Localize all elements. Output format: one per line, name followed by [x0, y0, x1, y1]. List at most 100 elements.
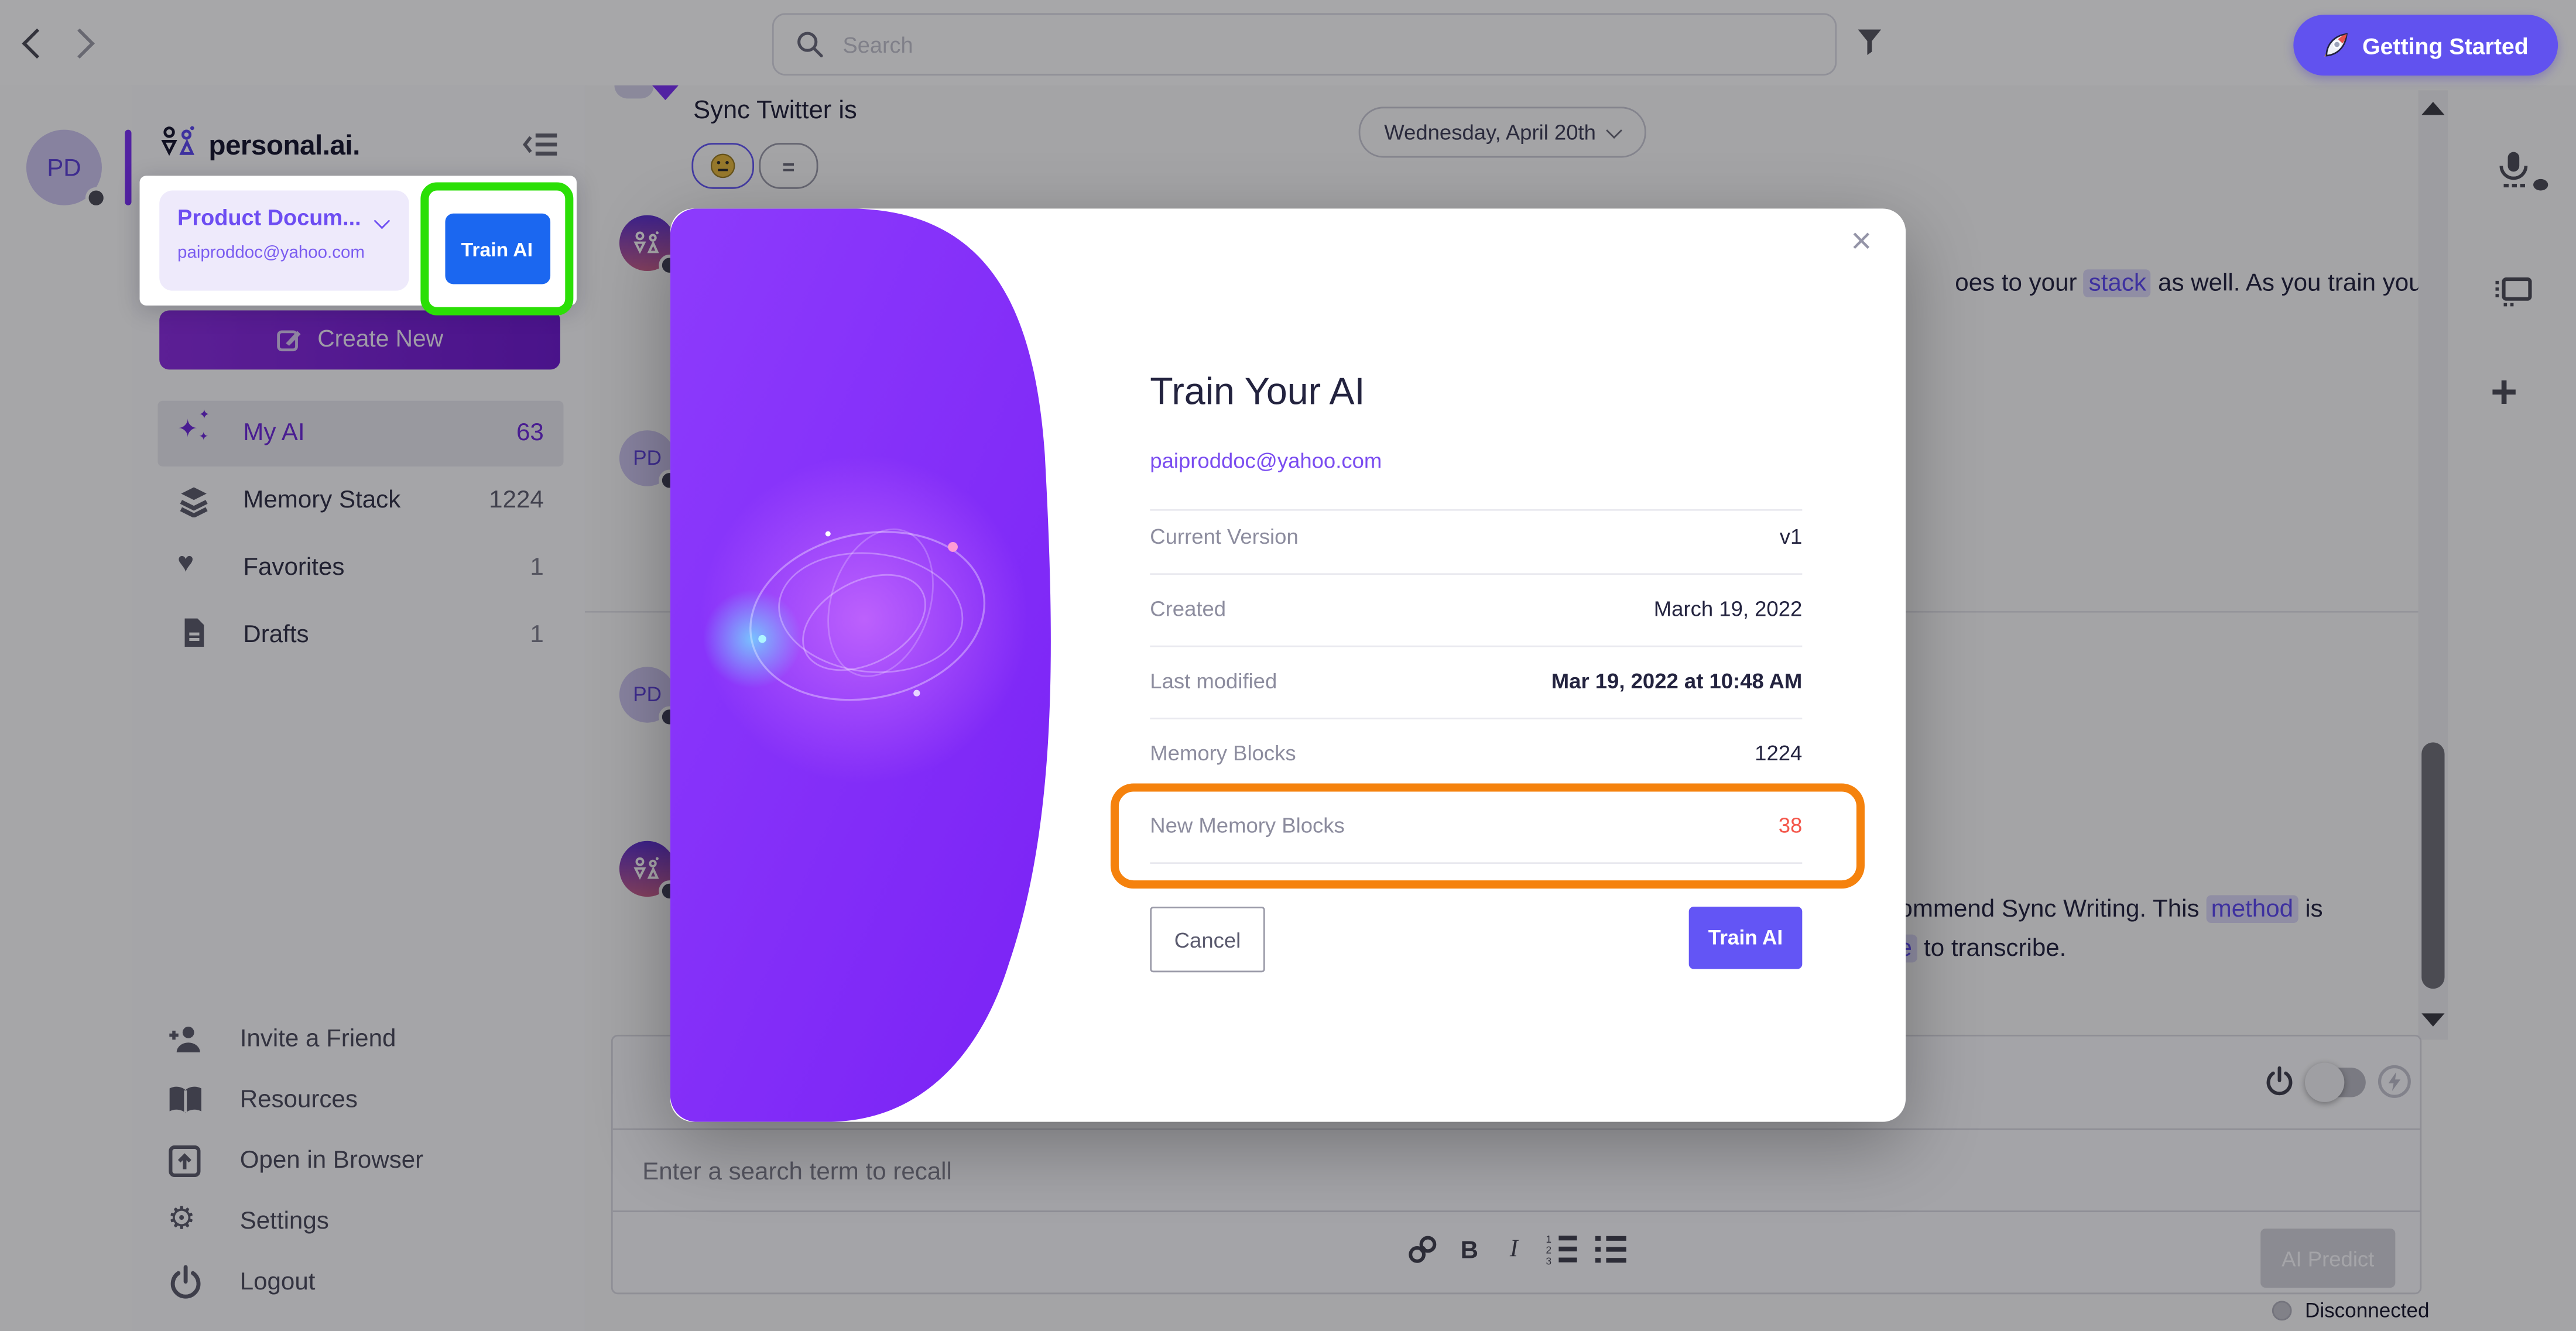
reaction-chip-alt[interactable]: =: [759, 143, 818, 189]
close-icon[interactable]: ×: [1851, 220, 1872, 262]
ai-predict-button[interactable]: AI Predict: [2260, 1228, 2396, 1288]
date-selector[interactable]: Wednesday, April 20th: [1358, 107, 1646, 158]
search-input[interactable]: [839, 15, 1799, 74]
message-text: oes to your stack as well. As you train …: [1955, 269, 2431, 297]
microphone-icon[interactable]: [2497, 151, 2530, 194]
sidebar-item-my-ai[interactable]: ✦ ✦ ✦ My AI 63: [157, 400, 564, 466]
scrollbar-thumb[interactable]: [2421, 742, 2445, 989]
reaction-chip-selected[interactable]: [691, 143, 755, 189]
sidebar-item-count: 1: [530, 553, 544, 582]
sidebar-item-logout[interactable]: Logout: [131, 1260, 584, 1309]
toggle-knob[interactable]: [2304, 1062, 2345, 1102]
brain-graphic: [670, 208, 1051, 1122]
row-value: Mar 19, 2022 at 10:48 AM: [1551, 668, 1803, 694]
scrolled-bubble-remnant: [652, 85, 679, 101]
cancel-label: Cancel: [1174, 927, 1241, 952]
account-rail: PD: [0, 85, 133, 1331]
sidebar-item-label: Favorites: [243, 553, 345, 582]
getting-started-button[interactable]: Getting Started: [2293, 15, 2558, 76]
sidebar-item-memory-stack[interactable]: Memory Stack 1224: [157, 468, 563, 534]
user-avatar[interactable]: PD: [619, 667, 680, 728]
power-icon[interactable]: [2264, 1066, 2295, 1097]
plus-icon[interactable]: +: [2491, 366, 2517, 417]
chevron-down-icon: [374, 212, 390, 229]
ai-avatar[interactable]: [619, 215, 680, 276]
bullet-list-icon[interactable]: [1595, 1233, 1628, 1266]
train-ai-label: Train AI: [1708, 926, 1783, 949]
filter-funnel-icon[interactable]: [1856, 28, 1883, 58]
collapse-sidebar-icon[interactable]: [522, 131, 559, 157]
autopilot-toggle[interactable]: [2304, 1062, 2366, 1102]
italic-button[interactable]: I: [1509, 1237, 1518, 1263]
sidebar-item-favorites[interactable]: ♥ Favorites 1: [157, 536, 563, 601]
composer-toolbar-top: [612, 1037, 2420, 1130]
bold-button[interactable]: B: [1460, 1237, 1479, 1265]
modal-title: Train Your AI: [1150, 369, 1365, 413]
personal-ai-wordmark: personal.ai.: [208, 129, 360, 161]
avatar-initials: PD: [633, 447, 662, 470]
train-ai-button-modal[interactable]: Train AI: [1688, 906, 1803, 969]
person-add-icon: [169, 1027, 200, 1052]
layers-icon: [180, 487, 208, 517]
modal-email[interactable]: paiproddoc@yahoo.com: [1150, 448, 1382, 474]
lightning-icon[interactable]: [2377, 1064, 2411, 1099]
status-label: Disconnected: [2304, 1299, 2430, 1322]
memory-tag[interactable]: stack: [2084, 269, 2152, 297]
train-your-ai-modal: × Train Your AI paiproddoc@yahoo.com Cur…: [670, 208, 1906, 1122]
book-icon: [169, 1086, 201, 1113]
sidebar-footer-label: Logout: [239, 1268, 316, 1296]
rocket-icon: [2324, 33, 2348, 57]
sidebar-item-resources[interactable]: Resources: [131, 1078, 584, 1127]
divider: [1150, 862, 1803, 865]
memory-tag[interactable]: method: [2206, 895, 2298, 923]
active-account-indicator: [125, 129, 132, 205]
sidebar-item-settings[interactable]: ⚙ Settings: [131, 1199, 584, 1248]
sidebar-item-drafts[interactable]: Drafts 1: [157, 603, 563, 668]
divider: [1150, 645, 1803, 647]
scroll-down-arrow[interactable]: [2421, 1013, 2445, 1027]
profile-dropdown[interactable]: Product Docum... paiproddoc@yahoo.com: [159, 190, 409, 291]
sidebar-footer-label: Open in Browser: [239, 1146, 424, 1175]
profile-email: paiproddoc@yahoo.com: [177, 243, 365, 263]
sidebar-item-invite-a-friend[interactable]: Invite a Friend: [131, 1017, 584, 1066]
row-label: Memory Blocks: [1150, 740, 1296, 766]
avatar-initials: PD: [633, 683, 662, 706]
link-icon[interactable]: [1408, 1235, 1438, 1265]
scroll-up-arrow[interactable]: [2421, 101, 2445, 115]
ordered-list-icon[interactable]: 1 2 3: [1546, 1233, 1579, 1267]
recall-input[interactable]: [639, 1141, 2125, 1201]
message-text: recommend Sync Writing. This method is: [1864, 895, 2323, 924]
connection-status: Disconnected: [2272, 1299, 2430, 1322]
global-search[interactable]: [772, 13, 1837, 76]
divider: [1150, 573, 1803, 575]
modal-row-new-memory-blocks: New Memory Blocks 38: [1150, 813, 1802, 846]
svg-text:2: 2: [1546, 1244, 1552, 1256]
ai-avatar[interactable]: [619, 841, 680, 902]
new-memory-blocks-annotation: [1110, 783, 1865, 889]
sidebar-item-open-in-browser[interactable]: Open in Browser: [131, 1138, 584, 1188]
sidebar-footer-label: Resources: [239, 1085, 358, 1114]
row-label: New Memory Blocks: [1150, 813, 1345, 838]
sparkles-icon: ✦ ✦ ✦: [177, 407, 210, 444]
gear-icon: ⚙: [167, 1202, 196, 1237]
sidebar-footer-label: Settings: [239, 1207, 329, 1236]
date-selector-label: Wednesday, April 20th: [1384, 119, 1596, 145]
sidebar-footer-label: Invite a Friend: [239, 1025, 396, 1053]
sidebar-item-label: Drafts: [243, 620, 309, 649]
create-new-button[interactable]: Create New: [159, 310, 560, 370]
personal-ai-glyph-icon: [633, 856, 659, 879]
cancel-button[interactable]: Cancel: [1150, 906, 1265, 973]
account-avatar-initials: PD: [47, 153, 81, 182]
search-icon: [797, 32, 823, 57]
document-icon: [184, 618, 204, 647]
compose-icon: [277, 330, 302, 352]
train-ai-button-sidebar[interactable]: Train AI: [444, 213, 550, 284]
create-new-label: Create New: [317, 327, 444, 354]
modal-row-created: Created March 19, 2022: [1150, 596, 1802, 629]
screen-capture-icon[interactable]: [2494, 276, 2533, 310]
status-dot: [2272, 1301, 2292, 1321]
svg-text:3: 3: [1546, 1255, 1552, 1266]
ai-predict-label: AI Predict: [2282, 1246, 2375, 1271]
row-value-new-blocks: 38: [1778, 813, 1803, 838]
